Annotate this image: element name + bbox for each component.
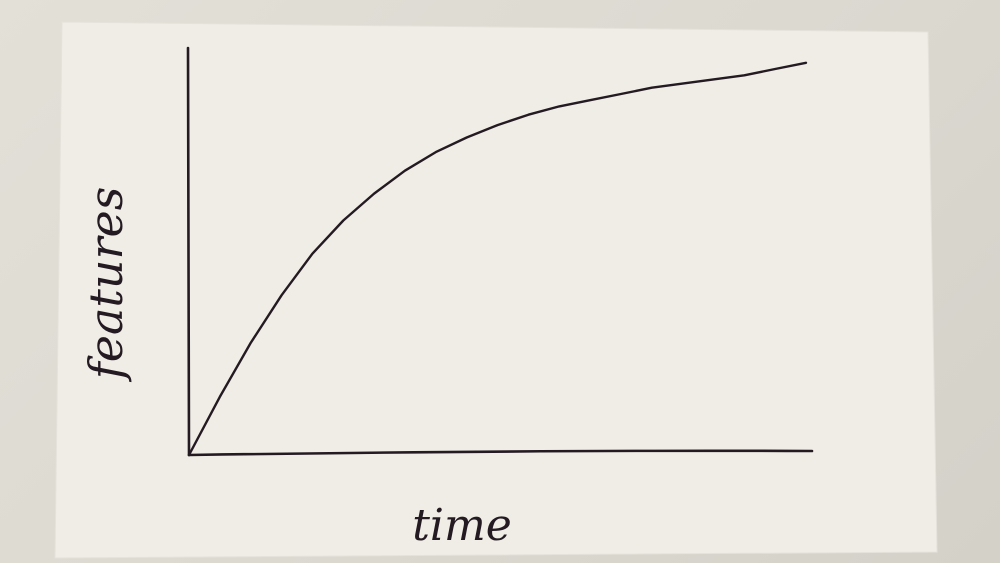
y-axis-label: features <box>79 187 133 383</box>
paper-sheet <box>54 21 938 559</box>
x-axis-line <box>187 449 814 457</box>
x-axis-label: time <box>412 500 512 551</box>
series-line-features <box>187 61 808 457</box>
y-axis-line <box>186 46 191 457</box>
